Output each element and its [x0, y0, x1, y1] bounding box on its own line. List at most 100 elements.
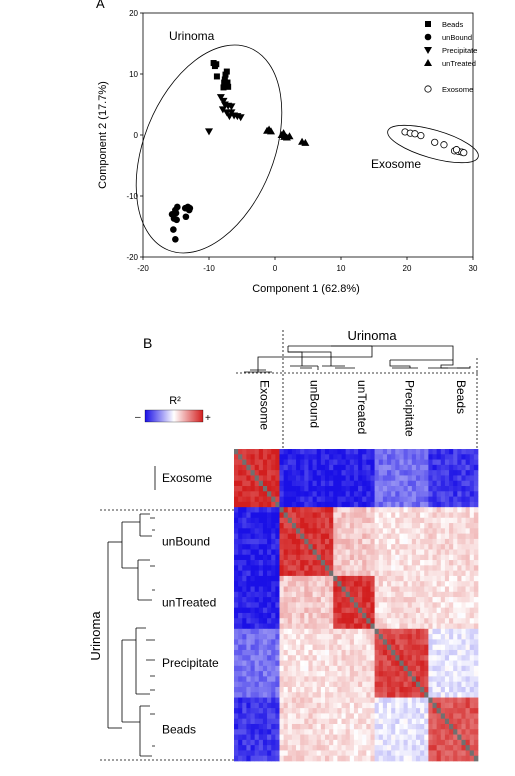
- heatmap-cell: [395, 591, 400, 598]
- heatmap-cell: [320, 565, 326, 571]
- heatmap-cell: [457, 454, 462, 460]
- heatmap-cell: [349, 697, 355, 704]
- heatmap-cell: [341, 459, 347, 466]
- heatmap-cell: [316, 612, 322, 619]
- heatmap-cell: [271, 634, 276, 640]
- heatmap-cell: [353, 676, 359, 683]
- heatmap-cell: [308, 755, 313, 762]
- heatmap-cell: [345, 602, 351, 608]
- heatmap-cell: [469, 575, 475, 582]
- heatmap-cell: [444, 581, 450, 587]
- heatmap-cell: [432, 607, 437, 614]
- heatmap-cell: [316, 464, 322, 471]
- heatmap-cell: [337, 449, 342, 455]
- heatmap-cell: [366, 597, 371, 603]
- heatmap-cell: [291, 702, 297, 709]
- heatmap-cell: [316, 549, 322, 556]
- heatmap-cell: [246, 692, 251, 698]
- heatmap-cell: [453, 512, 458, 519]
- heatmap-cell: [378, 697, 384, 704]
- heatmap-cell: [262, 734, 268, 741]
- heatmap-cell: [300, 671, 305, 677]
- heatmap-cell: [449, 692, 454, 698]
- heatmap-cell: [234, 496, 239, 503]
- heatmap-cell: [250, 591, 256, 598]
- heatmap-cell: [382, 597, 388, 603]
- heatmap-cell: [304, 634, 309, 640]
- heatmap-cell: [234, 470, 239, 476]
- heatmap-cell: [250, 486, 256, 492]
- heatmap-cell: [287, 528, 293, 534]
- heatmap-cell: [254, 755, 260, 762]
- heatmap-cell: [258, 639, 264, 646]
- heatmap-cell: [362, 591, 367, 598]
- heatmap-cell: [473, 612, 479, 619]
- heatmap-cell: [271, 533, 276, 540]
- heatmap-cell: [411, 517, 417, 524]
- heatmap-cell: [250, 607, 256, 614]
- heatmap-cell: [353, 750, 359, 757]
- heatmap-cell: [341, 570, 347, 577]
- heatmap-cell: [304, 501, 309, 508]
- heatmap-cell: [320, 597, 326, 603]
- heatmap-cell: [391, 612, 396, 619]
- heatmap-cell: [399, 639, 404, 646]
- heatmap-cell: [349, 634, 355, 640]
- heatmap-cell: [304, 697, 309, 704]
- heatmap-cell: [234, 570, 239, 577]
- heatmap-cell: [374, 470, 380, 476]
- heatmap-cell: [473, 591, 479, 598]
- heatmap-cell: [453, 745, 458, 751]
- heatmap-cell: [432, 708, 437, 714]
- heatmap-cell: [407, 623, 413, 630]
- legend-marker-beads: [425, 21, 431, 27]
- heatmap-cell: [312, 507, 318, 513]
- heatmap-cell: [465, 501, 471, 508]
- heatmap-cell: [304, 628, 309, 635]
- heatmap-cell: [283, 464, 289, 471]
- heatmap-cell: [461, 586, 466, 593]
- heatmap-cell: [399, 665, 404, 672]
- heatmap-cell: [238, 528, 243, 534]
- heatmap-cell: [329, 697, 334, 704]
- heatmap-cell: [411, 544, 417, 550]
- heatmap-cell: [362, 544, 367, 550]
- heatmap-cell: [324, 628, 330, 635]
- heatmap-cell: [283, 475, 289, 482]
- heatmap-cell: [337, 501, 342, 508]
- heatmap-cell: [420, 501, 425, 508]
- heatmap-cell: [457, 549, 462, 556]
- heatmap-cell: [461, 486, 466, 492]
- heatmap-cell: [420, 655, 425, 661]
- heatmap-cell: [473, 507, 479, 513]
- heatmap-cell: [399, 591, 404, 598]
- heatmap-cell: [267, 449, 272, 455]
- heatmap-cell: [254, 538, 260, 545]
- heatmap-cell: [308, 544, 313, 550]
- heatmap-cell: [333, 649, 338, 656]
- heatmap-cell: [382, 538, 388, 545]
- heatmap-cell: [465, 591, 471, 598]
- heatmap-cell: [246, 713, 251, 720]
- heatmap-cell: [262, 644, 268, 651]
- heatmap-cell: [374, 644, 380, 651]
- heatmap-cell: [287, 459, 293, 466]
- heatmap-cell: [436, 708, 442, 714]
- heatmap-cell: [258, 597, 264, 603]
- heatmap-cell: [324, 649, 330, 656]
- heatmap-cell: [391, 480, 396, 487]
- heatmap-cell: [267, 755, 272, 762]
- heatmap-cell: [453, 628, 458, 635]
- heatmap-cell: [453, 496, 458, 503]
- heatmap-cell: [436, 581, 442, 587]
- heatmap-cell: [465, 692, 471, 698]
- heatmap-cell: [374, 496, 380, 503]
- heatmap-cell: [362, 512, 367, 519]
- heatmap-cell: [345, 718, 351, 725]
- heatmap-cell: [440, 665, 446, 672]
- heatmap-cell: [399, 686, 404, 693]
- heatmap-cell: [246, 681, 251, 688]
- heatmap-cell: [345, 454, 351, 460]
- heatmap-cell: [349, 464, 355, 471]
- heatmap-cell: [296, 570, 301, 577]
